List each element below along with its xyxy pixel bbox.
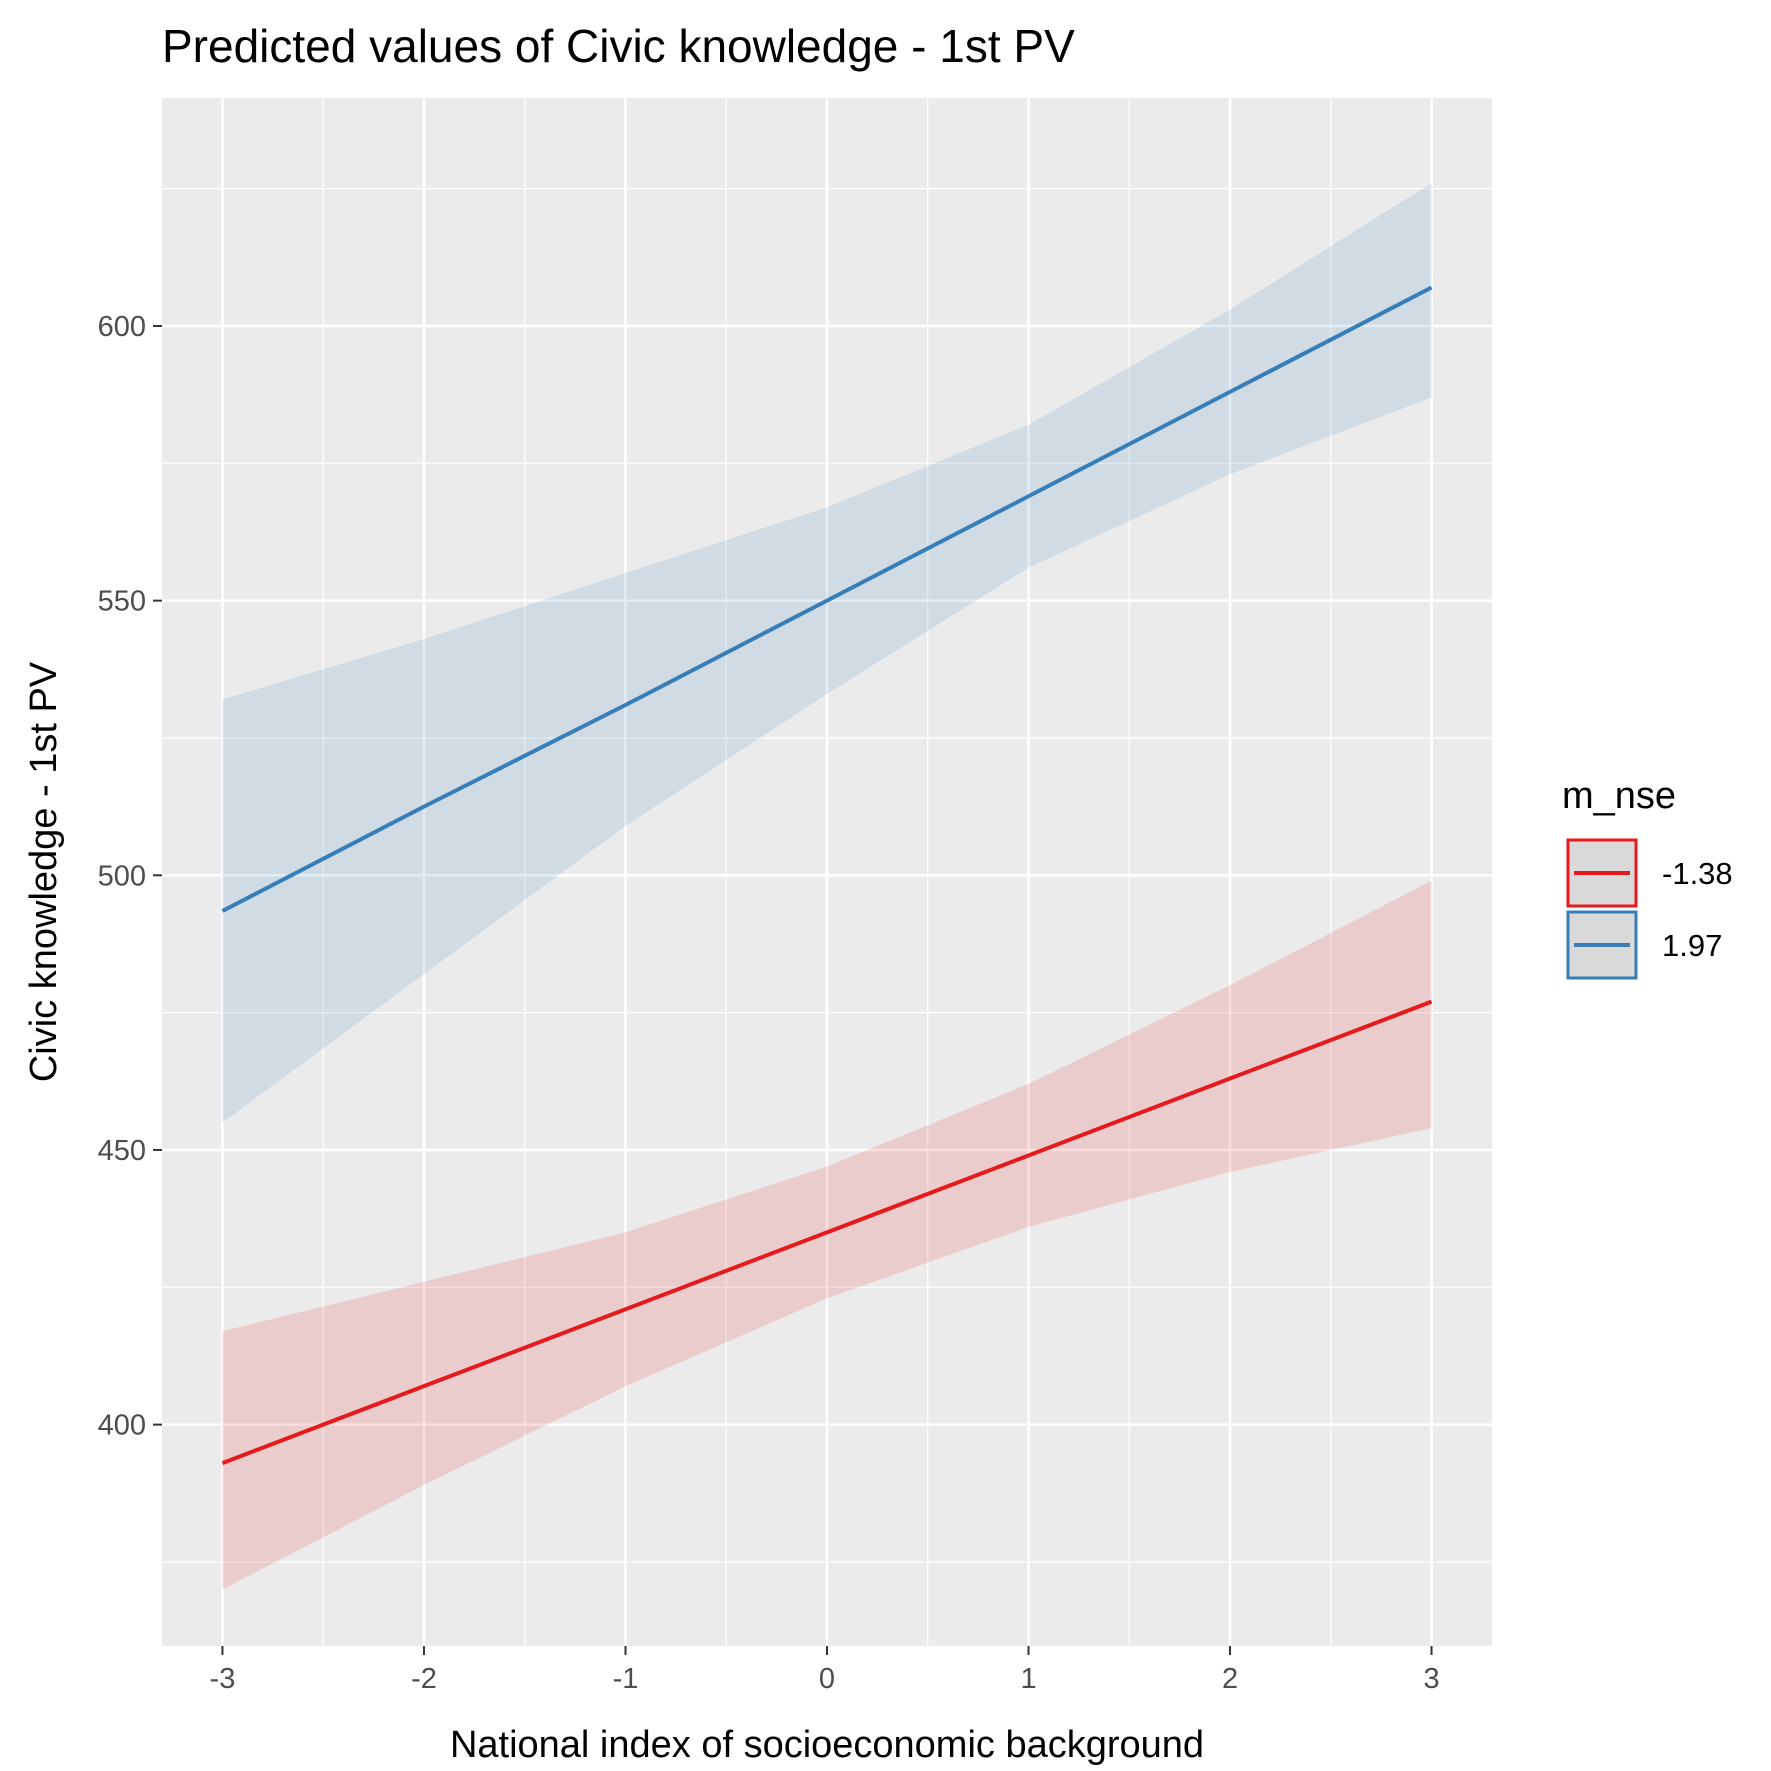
y-tick-label: 400: [98, 1410, 146, 1442]
y-axis-title: Civic knowledge - 1st PV: [23, 661, 65, 1082]
x-tick-label: 1: [1020, 1663, 1036, 1695]
x-tick-label: 3: [1423, 1663, 1439, 1695]
confidence-band-series-1: [222, 880, 1432, 1590]
y-tick-label: 450: [98, 1135, 146, 1167]
major-gridlines: [162, 98, 1492, 1646]
confidence-bands: [222, 183, 1432, 1590]
legend: m_nse -1.38 1.97: [1562, 775, 1733, 980]
x-tick-label: 2: [1222, 1663, 1238, 1695]
x-tick-label: -1: [613, 1663, 639, 1695]
x-axis-ticks: -3 -2 -1 0 1 2 3: [210, 1646, 1440, 1695]
legend-title: m_nse: [1562, 775, 1676, 817]
x-tick-label: -3: [210, 1663, 236, 1695]
series-line-2: [221, 285, 1433, 913]
chart-title: Predicted values of Civic knowledge - 1s…: [162, 20, 1075, 72]
series-line-1: [221, 999, 1433, 1465]
legend-keys: -1.38 1.97: [1566, 838, 1733, 980]
legend-label: -1.38: [1662, 856, 1733, 891]
confidence-band-series-2: [222, 183, 1432, 1123]
legend-label: 1.97: [1662, 928, 1722, 963]
y-tick-label: 550: [98, 586, 146, 618]
series-lines: [221, 285, 1433, 1465]
x-tick-label: 0: [819, 1663, 835, 1695]
x-tick-label: -2: [411, 1663, 437, 1695]
x-axis-title: National index of socioeconomic backgrou…: [450, 1724, 1204, 1766]
y-tick-label: 500: [98, 860, 146, 892]
y-axis-ticks: 400 450 500 550 600: [98, 311, 162, 1442]
y-tick-label: 600: [98, 311, 146, 343]
